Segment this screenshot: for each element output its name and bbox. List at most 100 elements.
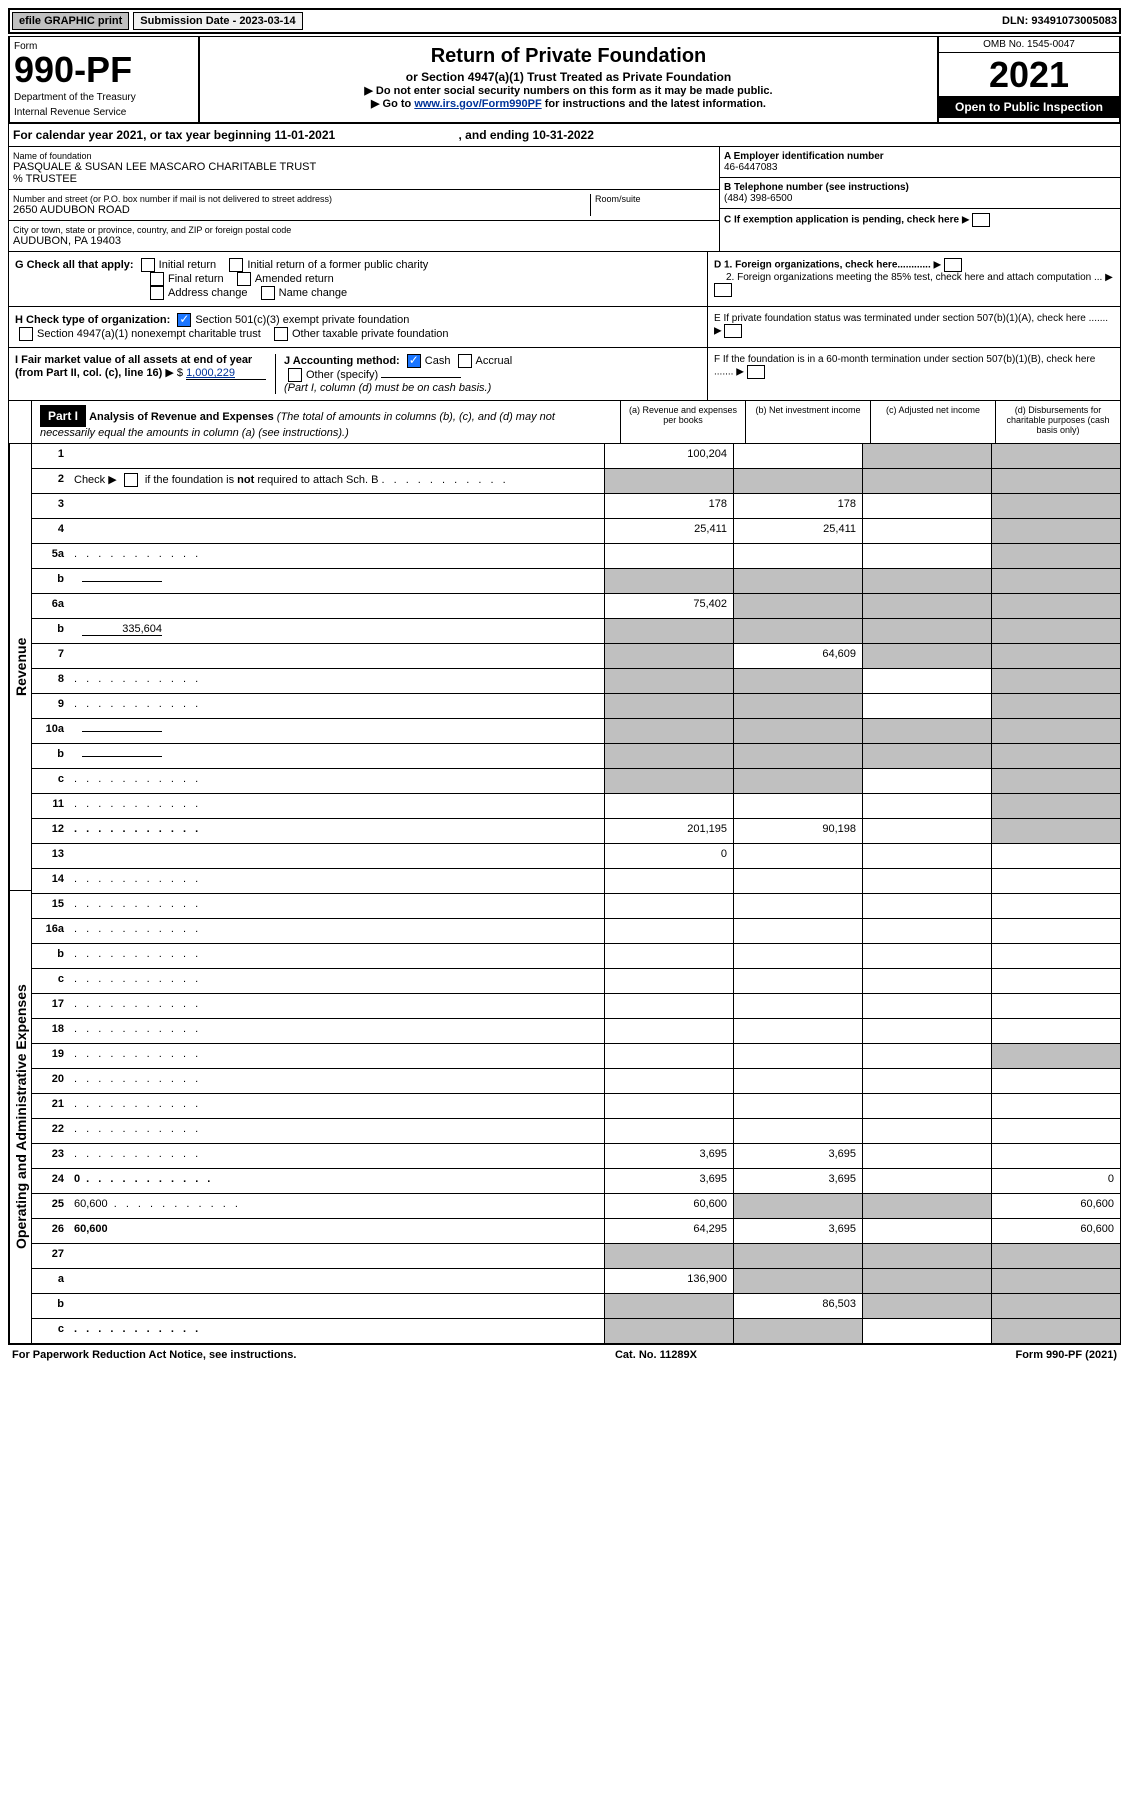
table-row: 6a75,402 <box>32 593 1120 618</box>
value-cell-a: 178 <box>604 494 733 518</box>
chk-4947[interactable] <box>19 327 33 341</box>
value-cell-a <box>604 644 733 668</box>
chk-cash[interactable] <box>407 354 421 368</box>
chk-other-method[interactable] <box>288 368 302 382</box>
value-cell-b <box>733 669 862 693</box>
d2-checkbox[interactable] <box>714 283 732 297</box>
value-cell-b <box>733 869 862 893</box>
value-cell-b <box>733 619 862 643</box>
chk-addr-change[interactable] <box>150 286 164 300</box>
chk-sch-b[interactable] <box>124 473 138 487</box>
phone-cell: B Telephone number (see instructions) (4… <box>720 178 1120 209</box>
chk-amended[interactable] <box>237 272 251 286</box>
table-row: 11 <box>32 793 1120 818</box>
value-cell-b: 3,695 <box>733 1219 862 1243</box>
line-description <box>70 1069 604 1093</box>
chk-501c3[interactable] <box>177 313 191 327</box>
chk-initial[interactable] <box>141 258 155 272</box>
line-number: 21 <box>32 1094 70 1118</box>
value-cell-b <box>733 769 862 793</box>
value-cell-b <box>733 919 862 943</box>
chk-accrual[interactable] <box>458 354 472 368</box>
city-cell: City or town, state or province, country… <box>9 221 719 251</box>
line-number: 13 <box>32 844 70 868</box>
line-number: b <box>32 619 70 643</box>
chk-final[interactable] <box>150 272 164 286</box>
value-cell-a <box>604 1119 733 1143</box>
efile-print-button[interactable]: efile GRAPHIC print <box>12 12 129 30</box>
g-label: G Check all that apply: <box>15 259 134 271</box>
c-checkbox[interactable] <box>972 213 990 227</box>
line-number: 18 <box>32 1019 70 1043</box>
d1-checkbox[interactable] <box>944 258 962 272</box>
value-cell-c <box>862 1044 991 1068</box>
d1-label: D 1. Foreign organizations, check here..… <box>714 260 931 271</box>
line-number: 14 <box>32 869 70 893</box>
addr-label: Number and street (or P.O. box number if… <box>13 194 590 204</box>
city-state-zip: AUDUBON, PA 19403 <box>13 235 715 247</box>
fmv-link[interactable]: 1,000,229 <box>186 367 266 380</box>
value-cell-a: 64,295 <box>604 1219 733 1243</box>
value-cell-c <box>862 444 991 468</box>
chk-initial-former[interactable] <box>229 258 243 272</box>
ssn-warning: ▶ Do not enter social security numbers o… <box>206 84 931 97</box>
value-cell-a <box>604 469 733 493</box>
line-description <box>70 1319 604 1343</box>
submission-date-button[interactable]: Submission Date - 2023-03-14 <box>133 12 302 30</box>
footer-year: 2021 <box>1089 1349 1113 1361</box>
value-cell-d <box>991 894 1120 918</box>
value-cell-d <box>991 869 1120 893</box>
line-number: b <box>32 744 70 768</box>
goto-link[interactable]: www.irs.gov/Form990PF <box>414 98 541 110</box>
chk-name-change[interactable] <box>261 286 275 300</box>
line-number: c <box>32 969 70 993</box>
value-cell-b: 3,695 <box>733 1144 862 1168</box>
value-cell-b <box>733 1269 862 1293</box>
addr-cell: Number and street (or P.O. box number if… <box>9 190 719 221</box>
value-cell-a: 201,195 <box>604 819 733 843</box>
value-cell-d <box>991 744 1120 768</box>
line-number: 2 <box>32 469 70 493</box>
side-gap <box>9 401 32 443</box>
line-number: 17 <box>32 994 70 1018</box>
value-cell-c <box>862 694 991 718</box>
e-checkbox[interactable] <box>724 324 742 338</box>
c-cell: C If exemption application is pending, c… <box>720 209 1120 231</box>
line-description: 335,604 <box>70 619 604 643</box>
line-description <box>70 944 604 968</box>
value-cell-b <box>733 1319 862 1343</box>
cal-year-end: , and ending 10-31-2022 <box>459 128 594 142</box>
value-cell-c <box>862 944 991 968</box>
value-cell-a <box>604 544 733 568</box>
value-cell-b: 178 <box>733 494 862 518</box>
f-checkbox[interactable] <box>747 365 765 379</box>
header-left: Form 990-PF Department of the Treasury I… <box>10 37 200 122</box>
table-row: 17 <box>32 993 1120 1018</box>
part1-label: Part I <box>40 405 86 427</box>
line-description: 60,600 <box>70 1219 604 1243</box>
line-number: 15 <box>32 894 70 918</box>
omb-number: OMB No. 1545-0047 <box>939 37 1119 53</box>
j-section: J Accounting method: Cash Accrual Other … <box>275 354 701 394</box>
value-cell-a <box>604 694 733 718</box>
value-cell-a <box>604 619 733 643</box>
chk-other-taxable[interactable] <box>274 327 288 341</box>
value-cell-d <box>991 619 1120 643</box>
value-cell-b <box>733 944 862 968</box>
h-label: H Check type of organization: <box>15 314 170 326</box>
table-row: 14 <box>32 868 1120 893</box>
value-cell-d: 0 <box>991 1169 1120 1193</box>
lbl-accrual: Accrual <box>476 355 513 367</box>
table-row: 22 <box>32 1118 1120 1143</box>
table-row: 8 <box>32 668 1120 693</box>
line-number: 5a <box>32 544 70 568</box>
value-cell-c <box>862 644 991 668</box>
goto-pre: ▶ Go to <box>371 98 414 110</box>
value-cell-a <box>604 719 733 743</box>
value-cell-c <box>862 769 991 793</box>
top-bar: efile GRAPHIC print Submission Date - 20… <box>8 8 1121 34</box>
line-description <box>70 1269 604 1293</box>
h-e-row: H Check type of organization: Section 50… <box>8 307 1121 348</box>
value-cell-d <box>991 1244 1120 1268</box>
value-cell-d <box>991 844 1120 868</box>
